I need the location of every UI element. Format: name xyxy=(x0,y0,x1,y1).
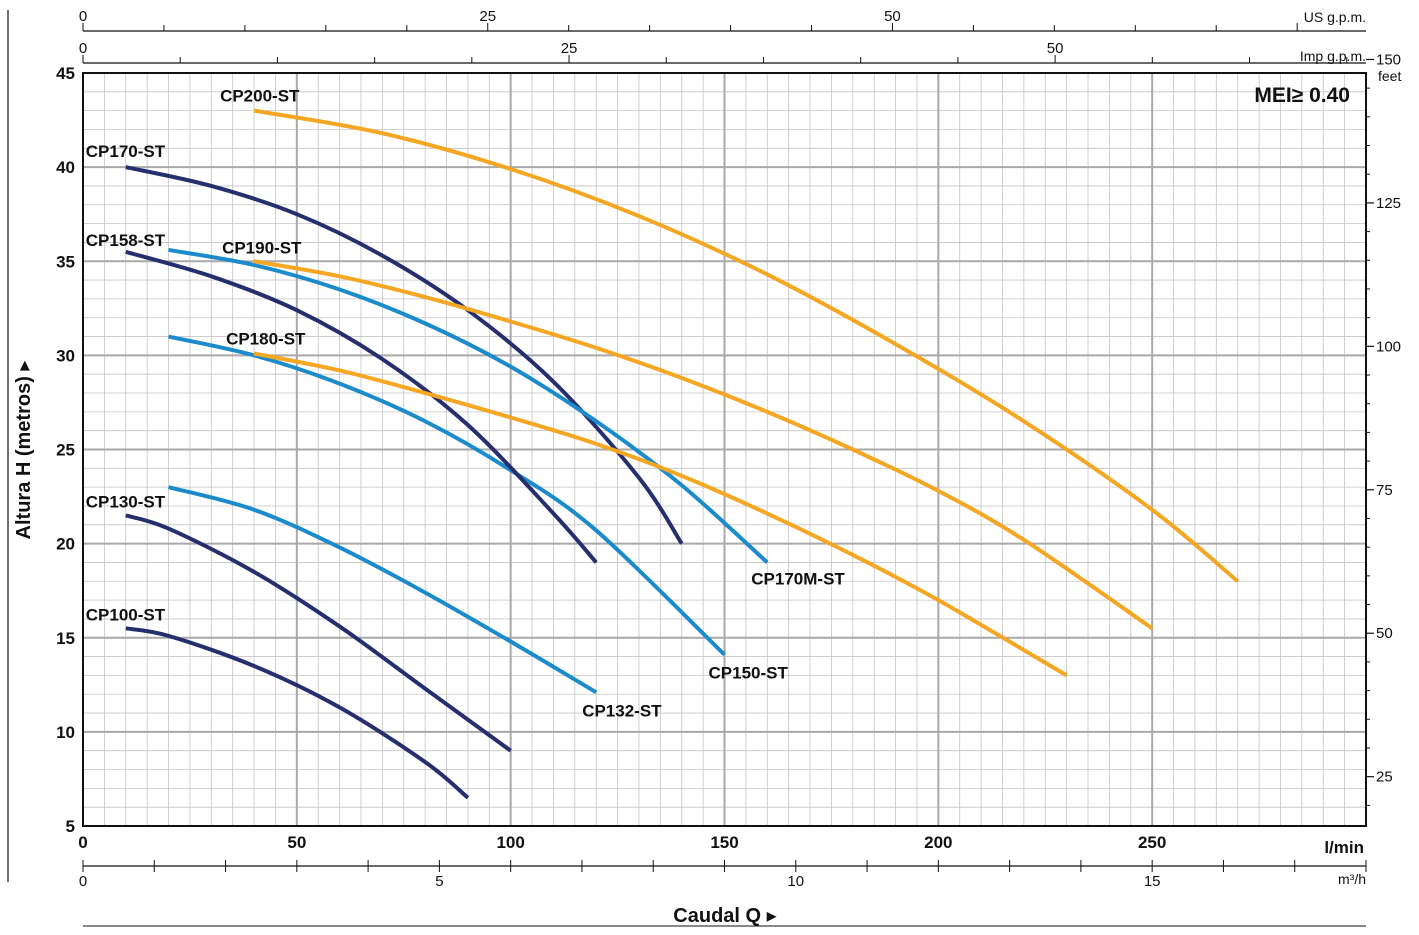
y-tick-label: 45 xyxy=(56,64,75,83)
x-unit-label: l/min xyxy=(1324,838,1364,857)
y-tick-label: 5 xyxy=(66,817,75,836)
y-tick-label: 40 xyxy=(56,158,75,177)
right-unit-label: feet xyxy=(1378,68,1401,84)
curve-cp180-st xyxy=(253,351,1068,678)
right-tick-label: 100 xyxy=(1376,338,1401,355)
x-tick-label: 150 xyxy=(710,833,738,852)
curve-cp158-st xyxy=(125,249,598,564)
right-tick-label: 50 xyxy=(1376,625,1393,642)
curve-label-cp190-st: CP190-ST xyxy=(222,238,302,257)
x-tick-label: 100 xyxy=(496,833,524,852)
curve-cp132-st xyxy=(168,485,598,695)
curve-cp170-st xyxy=(125,165,684,545)
top-tick-label: 0 xyxy=(79,40,87,57)
bottom-tick-label: 10 xyxy=(787,873,804,890)
bottom-tick-label: 15 xyxy=(1144,873,1161,890)
x-axis-title: Caudal Q ▸ xyxy=(673,905,776,927)
y-tick-label: 25 xyxy=(56,441,75,460)
curve-label-cp158-st: CP158-ST xyxy=(86,231,166,250)
y-tick-label: 15 xyxy=(56,629,75,648)
x-tick-label: 50 xyxy=(287,833,306,852)
x-tick-label: 200 xyxy=(924,833,952,852)
top-tick-label: 0 xyxy=(79,8,87,25)
top-tick-label: 25 xyxy=(479,8,496,25)
x-tick-label: 0 xyxy=(78,833,87,852)
mei-label: MEI≥ 0.40 xyxy=(1254,84,1350,107)
top-tick-label: 50 xyxy=(1047,40,1064,57)
y-tick-label: 35 xyxy=(56,252,75,271)
curve-cp190-st xyxy=(253,259,1154,630)
curve-label-cp100-st: CP100-ST xyxy=(86,605,166,624)
bottom-tick-label: 5 xyxy=(435,873,443,890)
top-unit-label: US g.p.m. xyxy=(1304,9,1366,25)
curve-cp200-st xyxy=(253,108,1239,583)
top-tick-label: 25 xyxy=(561,40,578,57)
curve-cp130-st xyxy=(125,513,512,753)
bottom-unit-label: m³/h xyxy=(1338,871,1366,887)
curve-label-cp170-st: CP170-ST xyxy=(86,142,166,161)
right-tick-label: 125 xyxy=(1376,195,1401,212)
curve-cp100-st xyxy=(125,626,470,800)
x-tick-label: 250 xyxy=(1138,833,1166,852)
plot-frame xyxy=(82,72,1367,827)
curve-label-cp150-st: CP150-ST xyxy=(709,664,789,683)
y-tick-label: 20 xyxy=(56,535,75,554)
right-tick-label: 25 xyxy=(1376,769,1393,786)
right-tick-label: 75 xyxy=(1376,482,1393,499)
curve-label-cp180-st: CP180-ST xyxy=(226,329,306,348)
curve-label-cp170m-st: CP170M-ST xyxy=(751,569,845,588)
top-tick-label: 50 xyxy=(884,8,901,25)
right-tick-label: 150 xyxy=(1376,51,1401,68)
bottom-tick-label: 0 xyxy=(79,873,87,890)
y-axis-title: Altura H (metros) ▸ xyxy=(13,361,35,540)
curve-label-cp200-st: CP200-ST xyxy=(220,87,300,106)
y-tick-label: 10 xyxy=(56,723,75,742)
top-unit-label: Imp g.p.m. xyxy=(1300,48,1366,64)
y-tick-label: 30 xyxy=(56,346,75,365)
curve-label-cp130-st: CP130-ST xyxy=(86,492,166,511)
curve-cp170m-st xyxy=(168,247,769,564)
curve-label-cp132-st: CP132-ST xyxy=(582,701,662,720)
